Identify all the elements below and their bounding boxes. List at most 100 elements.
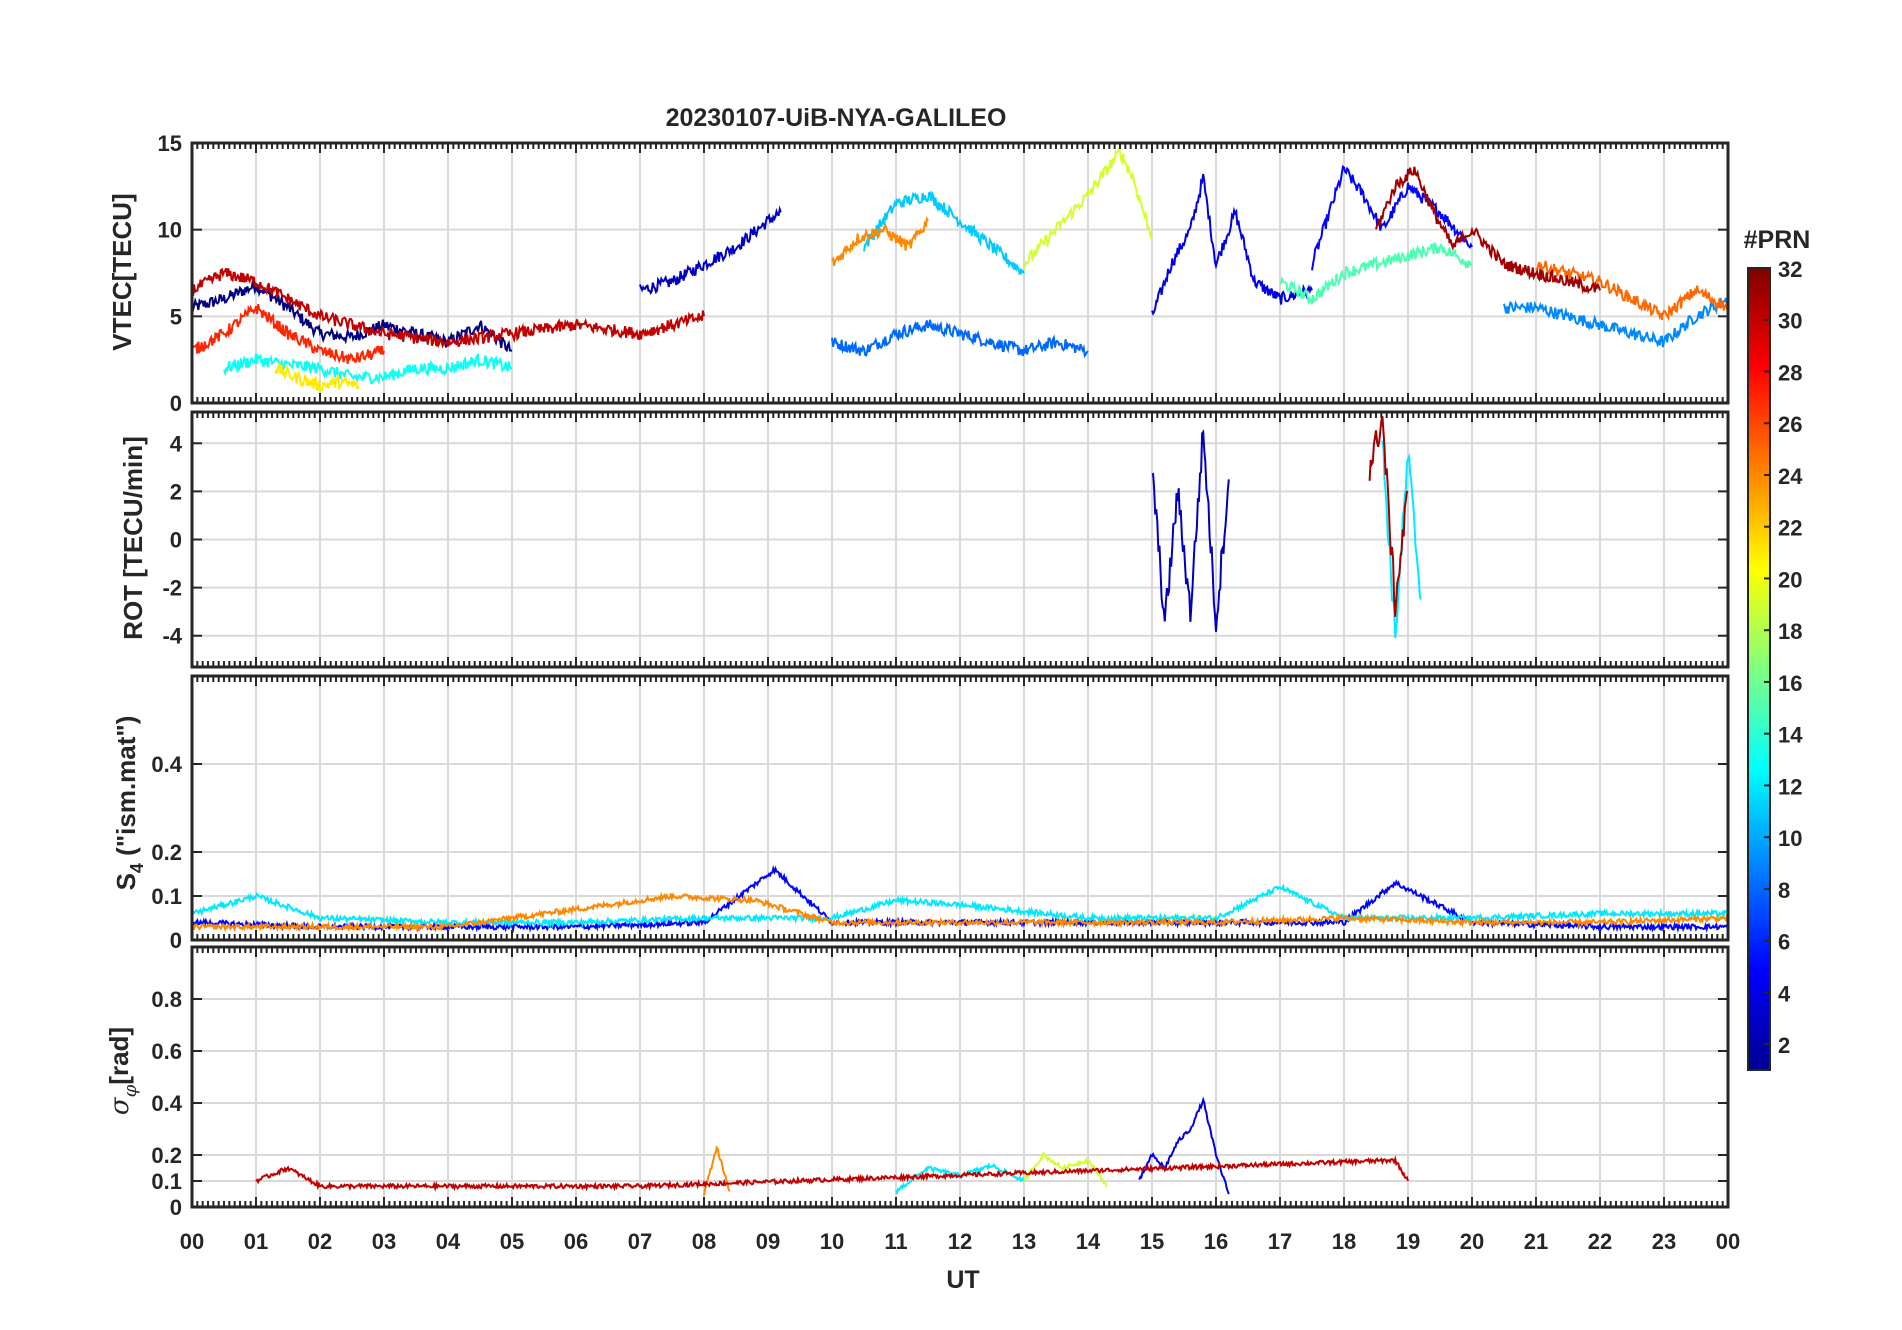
x-tick-label: 06 [564,1229,588,1254]
s4-ylabel-s: S [111,873,141,890]
vtec-series-prn-11 [863,190,1025,275]
x-tick-label: 13 [1012,1229,1036,1254]
vtec-series-prn-25 [1535,260,1728,322]
x-tick-label: 01 [244,1229,268,1254]
sigma-phi-ytick-label: 0.4 [151,1091,182,1116]
sigma-phi-ytick-label: 0.2 [151,1143,182,1168]
vtec-series-prn-8 [831,319,1089,359]
x-tick-label: 20 [1460,1229,1484,1254]
colorbar-tick-label: 26 [1778,412,1802,437]
s4-ylabel-sub: 4 [127,863,147,873]
vtec-series-prn-3 [639,205,782,295]
x-tick-label: 19 [1396,1229,1420,1254]
x-tick-label: 18 [1332,1229,1356,1254]
colorbar-tick-label: 24 [1778,464,1803,489]
colorbar-tick-label: 20 [1778,567,1802,592]
colorbar-tick-label: 6 [1778,930,1790,955]
x-tick-labels: 00 01 02 03 04 05 06 07 08 09 10 11 12 13 14 15 16 17 18 19… [180,1229,1740,1254]
rot-series-prn-3 [1151,429,1230,632]
sigma-phi-ytick-label: 0.6 [151,1039,182,1064]
vtec-ytick-label: 15 [158,131,182,156]
s4-series-prn-24 [192,891,1728,934]
colorbar-tick-label: 16 [1778,671,1802,696]
s4-ylabel-rest: ("ism.mat") [111,716,141,863]
x-tick-label: 22 [1588,1229,1612,1254]
rot-ylabel: ROT [TECU/min] [118,436,148,640]
s4-series-group [192,864,1728,934]
s4-panel: 0 0.1 0.2 0.4 [151,674,1730,953]
vtec-series-prn-27 [192,303,385,364]
vtec-ylabel: VTEC[TECU] [107,193,137,350]
x-tick-label: 00 [180,1229,204,1254]
rot-ytick-label: 4 [170,431,183,456]
s4-ytick-label: 0.1 [151,884,182,909]
sigma-phi-ytick-label: 0 [170,1195,182,1220]
x-tick-label: 09 [756,1229,780,1254]
vtec-series-prn-4 [1151,173,1313,316]
x-tick-label: 05 [500,1229,524,1254]
vtec-series-prn-9 [1503,297,1728,348]
vtec-ytick-label: 0 [170,391,182,416]
colorbar-tick-label: 8 [1778,878,1790,903]
sigma-phi-panel: 00.10.2 0.4 0.6 0.8 [151,945,1730,1220]
sigma-phi-ylabel: σφ[rad] [104,1027,141,1115]
s4-ylabel: S4 ("ism.mat") [111,716,147,891]
x-tick-label: 08 [692,1229,716,1254]
sigma-phi-ytick-label: 0.1 [151,1169,182,1194]
vtec-series-group [192,146,1728,393]
colorbar-tick-label: 28 [1778,360,1802,385]
colorbar-title: #PRN [1744,226,1811,254]
colorbar-tick-label: 2 [1778,1033,1790,1058]
sigma-phi-series-prn-30 [255,1155,1409,1192]
sigma-symbol: σ [105,1096,135,1115]
x-tick-label: 00 [1716,1229,1740,1254]
s4-ytick-label: 0.2 [151,840,182,865]
rot-ytick-label: 2 [170,479,182,504]
vtec-ytick-label: 5 [170,304,182,329]
x-tick-label: 03 [372,1229,396,1254]
s4-series-prn-12 [192,883,1728,929]
colorbar-tick-label: 22 [1778,516,1802,541]
vtec-panel: 0 5 10 15 [158,131,1730,416]
x-tick-label: 16 [1204,1229,1228,1254]
sigma-phi-ytick-label: 0.8 [151,987,182,1012]
vtec-series-prn-15 [1279,242,1473,306]
figure-title: 20230107-UiB-NYA-GALILEO [666,104,1007,132]
rot-series-group [1151,415,1422,639]
rad-unit: [rad] [104,1027,134,1085]
vtec-series-prn-24 [831,215,929,267]
colorbar-tick-label: 12 [1778,774,1802,799]
x-tick-label: 04 [436,1229,461,1254]
y-axis-labels: VTEC[TECU] ROT [TECU/min] S4 ("ism.mat")… [104,193,148,1115]
vtec-series-prn-21 [274,361,360,393]
sigma-phi-series-prn-24 [703,1145,731,1197]
x-tick-label: 21 [1524,1229,1548,1254]
x-tick-label: 11 [884,1229,907,1254]
x-tick-label: 14 [1076,1229,1101,1254]
rot-ytick-label: -2 [162,576,182,601]
phi-subscript: φ [120,1084,141,1097]
rot-ytick-label: -4 [162,624,182,649]
colorbar-tick-label: 4 [1778,981,1791,1006]
s4-ytick-label: 0 [170,928,182,953]
x-tick-label: 07 [628,1229,652,1254]
x-tick-label: 02 [308,1229,332,1254]
rot-series-prn-31 [1368,415,1409,617]
x-axis-label: UT [946,1266,979,1294]
x-tick-label: 12 [948,1229,972,1254]
vtec-series-prn-31 [1375,166,1601,295]
colorbar-tick-label: 30 [1778,309,1802,334]
vtec-series-prn-5 [1311,164,1473,271]
rot-panel: -4 -2 0 2 4 [162,410,1730,669]
sigma-phi-series-group [255,1096,1409,1197]
colorbar-tick-label: 18 [1778,619,1802,644]
sigma-phi-series-prn-4 [1138,1096,1230,1195]
vtec-series-prn-1 [192,280,513,353]
s4-ytick-label: 0.4 [151,752,182,777]
sigma-phi-series-prn-19 [1023,1150,1108,1188]
vtec-series-prn-19 [1023,146,1153,271]
x-tick-label: 17 [1268,1229,1292,1254]
